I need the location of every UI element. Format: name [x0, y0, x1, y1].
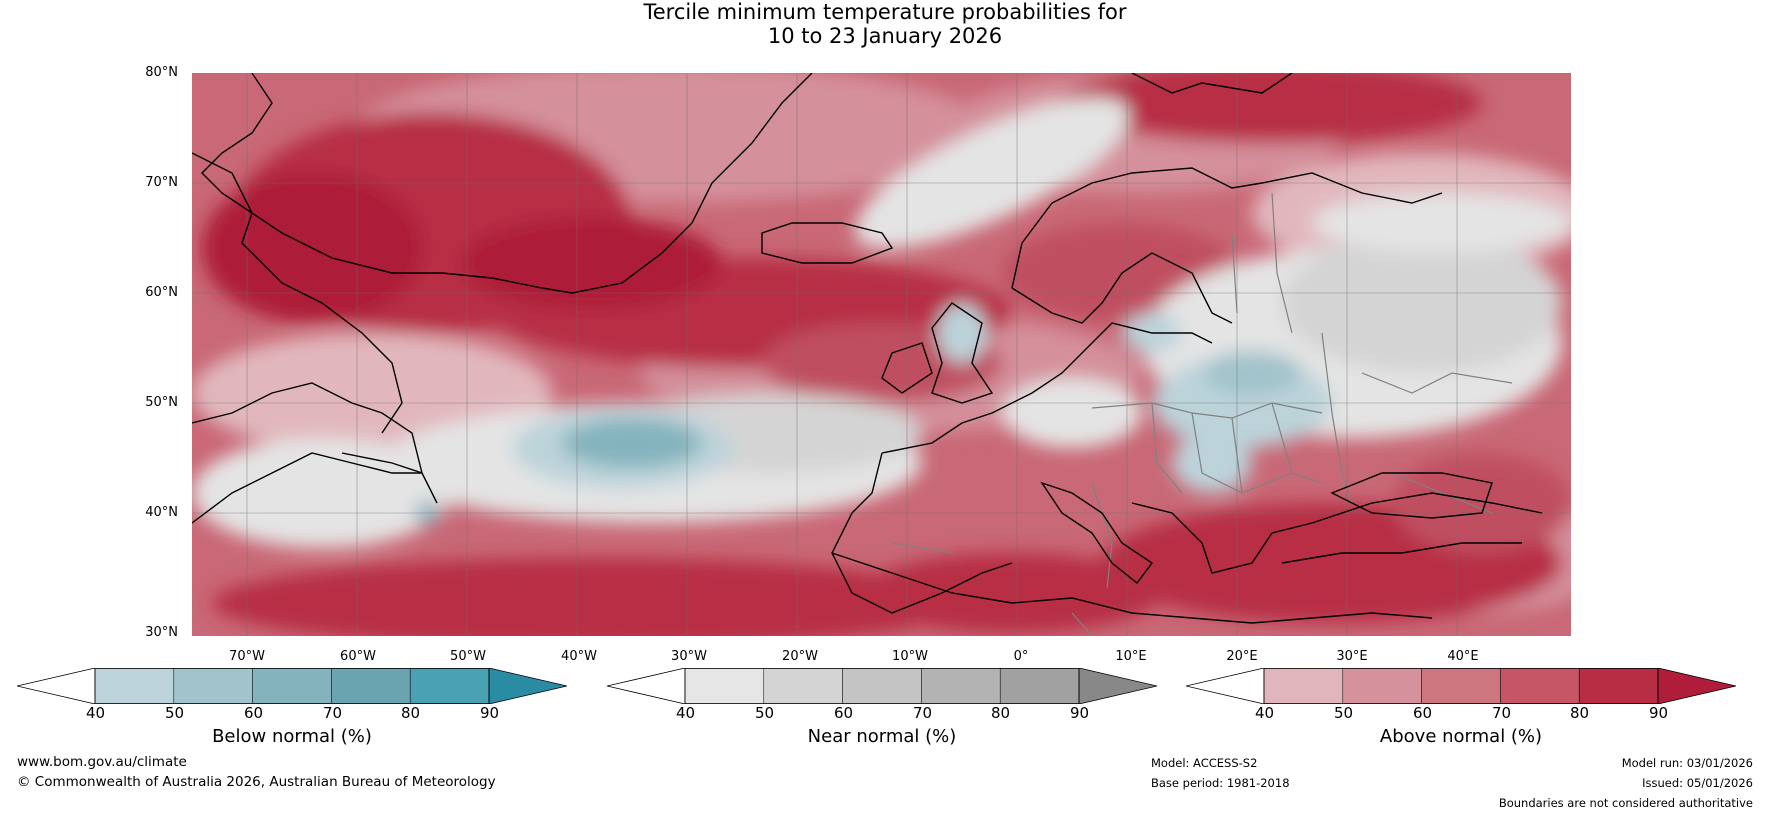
colorbar-near-tick: 60 [834, 704, 854, 722]
colorbar-below-svg [16, 667, 568, 705]
lat-label: 50°N [145, 395, 178, 410]
colorbar-above-segment [1342, 667, 1422, 705]
lat-label: 60°N [145, 285, 178, 300]
colorbar-above-tick: 70 [1492, 704, 1512, 722]
colorbar-above-segment [1578, 667, 1659, 705]
colorbar-below-tick: 80 [401, 704, 421, 722]
lat-label: 70°N [145, 175, 178, 190]
colorbar-above-tick: 50 [1334, 704, 1354, 722]
lon-label: 30°E [1336, 649, 1368, 664]
colorbar-below-segment [94, 667, 175, 705]
country-borders [891, 192, 1513, 636]
colorbar-near-segment [842, 667, 922, 705]
colorbar-below-segment [252, 667, 332, 705]
lon-label: 30°W [671, 649, 707, 664]
map-svg [192, 73, 1571, 636]
lon-label: 0° [1013, 649, 1029, 664]
coastlines [192, 73, 1543, 624]
colorbar-above-segment [1263, 667, 1344, 705]
lat-label: 80°N [145, 65, 178, 80]
lon-label: 20°E [1226, 649, 1258, 664]
colorbar-below-tick: 50 [165, 704, 185, 722]
footer-copyright: © Commonwealth of Australia 2026, Austra… [17, 774, 496, 790]
probability-map [192, 73, 1571, 636]
colorbar-near-tick: 40 [676, 704, 696, 722]
lon-label: 60°W [340, 649, 376, 664]
lat-label: 40°N [145, 505, 178, 520]
chart-title: Tercile minimum temperature probabilitie… [0, 0, 1770, 48]
footer-issued: Issued: 05/01/2026 [1642, 776, 1753, 790]
colorbar-above-label: Above normal (%) [1379, 726, 1543, 747]
colorbar-near-segment [999, 667, 1080, 705]
colorbar-above-segment [1500, 667, 1580, 705]
lon-label: 40°W [561, 649, 597, 664]
colorbar-near-segment [684, 667, 765, 705]
colorbar-below-segment [331, 667, 411, 705]
footer-disclaimer: Boundaries are not considered authoritat… [1498, 796, 1753, 810]
colorbar-above [1185, 667, 1737, 708]
colorbar-above-svg [1185, 667, 1737, 705]
lon-label: 20°W [782, 649, 818, 664]
colorbar-below-label: Below normal (%) [212, 726, 372, 747]
title-line-2: 10 to 23 January 2026 [767, 24, 1003, 48]
colorbar-near-svg [606, 667, 1158, 705]
colorbar-near-tick: 50 [755, 704, 775, 722]
lon-label: 40°E [1447, 649, 1479, 664]
lon-label: 50°W [450, 649, 486, 664]
lon-label: 10°W [892, 649, 928, 664]
colorbar-above-tick: 60 [1413, 704, 1433, 722]
colorbar-near-label: Near normal (%) [807, 726, 957, 747]
colorbar-near-segment [763, 667, 843, 705]
colorbar-near-tick: 90 [1070, 704, 1090, 722]
colorbar-below-tick: 70 [323, 704, 343, 722]
colorbar-above-tick: 90 [1649, 704, 1669, 722]
colorbar-near-tick: 70 [913, 704, 933, 722]
footer-model-run: Model run: 03/01/2026 [1621, 756, 1753, 770]
colorbar-near [606, 667, 1158, 708]
title-line-1: Tercile minimum temperature probabilitie… [643, 0, 1127, 24]
lon-label: 10°E [1115, 649, 1147, 664]
footer-base-period: Base period: 1981-2018 [1151, 776, 1290, 790]
colorbar-below-segment [409, 667, 490, 705]
colorbar-below [16, 667, 568, 708]
colorbar-near-tick: 80 [991, 704, 1011, 722]
colorbar-near-segment [921, 667, 1001, 705]
lat-label: 30°N [145, 625, 178, 640]
colorbar-below-tick: 60 [244, 704, 264, 722]
footer-model: Model: ACCESS-S2 [1151, 756, 1258, 770]
colorbar-below-tick: 90 [480, 704, 500, 722]
colorbar-above-segment [1421, 667, 1501, 705]
colorbar-below-tick: 40 [86, 704, 106, 722]
lon-label: 70°W [229, 649, 265, 664]
colorbar-below-segment [173, 667, 253, 705]
footer-website: www.bom.gov.au/climate [17, 754, 187, 770]
colorbar-above-tick: 80 [1570, 704, 1590, 722]
colorbar-above-tick: 40 [1255, 704, 1275, 722]
